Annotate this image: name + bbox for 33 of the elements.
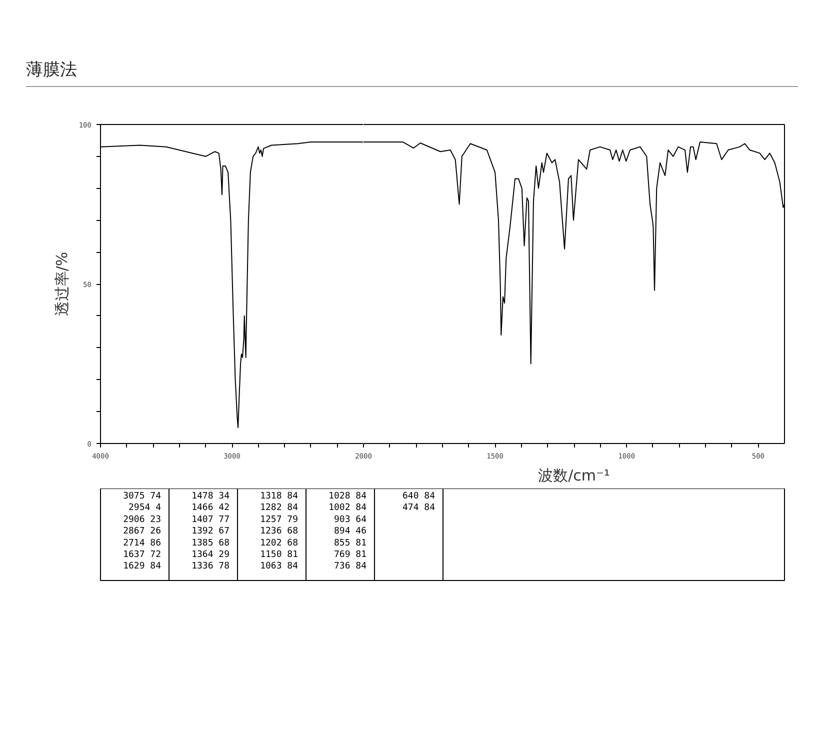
text: 1282 84 — [260, 503, 298, 514]
text: 2954 4 — [128, 503, 162, 514]
text: 1318 84 — [260, 492, 298, 502]
x-axis-title: 波数/cm⁻¹ — [538, 466, 610, 484]
text: 769 81 — [334, 550, 367, 560]
text: 1385 68 — [192, 538, 230, 548]
text: 1028 84 — [328, 492, 367, 502]
text: 1392 67 — [192, 526, 230, 537]
text: 3075 74 — [123, 492, 162, 502]
text: 1478 34 — [192, 492, 230, 502]
chart-title: 薄膜法 — [26, 58, 798, 88]
text: 1407 77 — [192, 514, 230, 525]
text: 1466 42 — [192, 503, 230, 514]
text: 640 84 — [402, 492, 436, 502]
text: 1629 84 — [123, 562, 162, 572]
text: 1257 79 — [260, 514, 298, 525]
text: 1002 84 — [328, 503, 367, 514]
text: 736 84 — [334, 562, 367, 572]
text: 855 81 — [334, 538, 367, 548]
text: 1364 29 — [192, 550, 230, 560]
text: 474 84 — [402, 503, 436, 514]
text: 2867 26 — [123, 526, 162, 537]
text: 1063 84 — [260, 562, 298, 572]
y-axis-title: 透过率/% — [52, 252, 71, 316]
text: 1150 81 — [260, 550, 298, 560]
text: 1336 78 — [192, 562, 230, 572]
text: 2714 86 — [123, 538, 162, 548]
text: 1236 68 — [260, 526, 298, 537]
text: 1202 68 — [260, 538, 298, 548]
text: 894 46 — [334, 526, 367, 537]
text: 2906 23 — [123, 514, 162, 525]
text: 903 64 — [334, 514, 367, 525]
text: 1637 72 — [123, 550, 162, 560]
